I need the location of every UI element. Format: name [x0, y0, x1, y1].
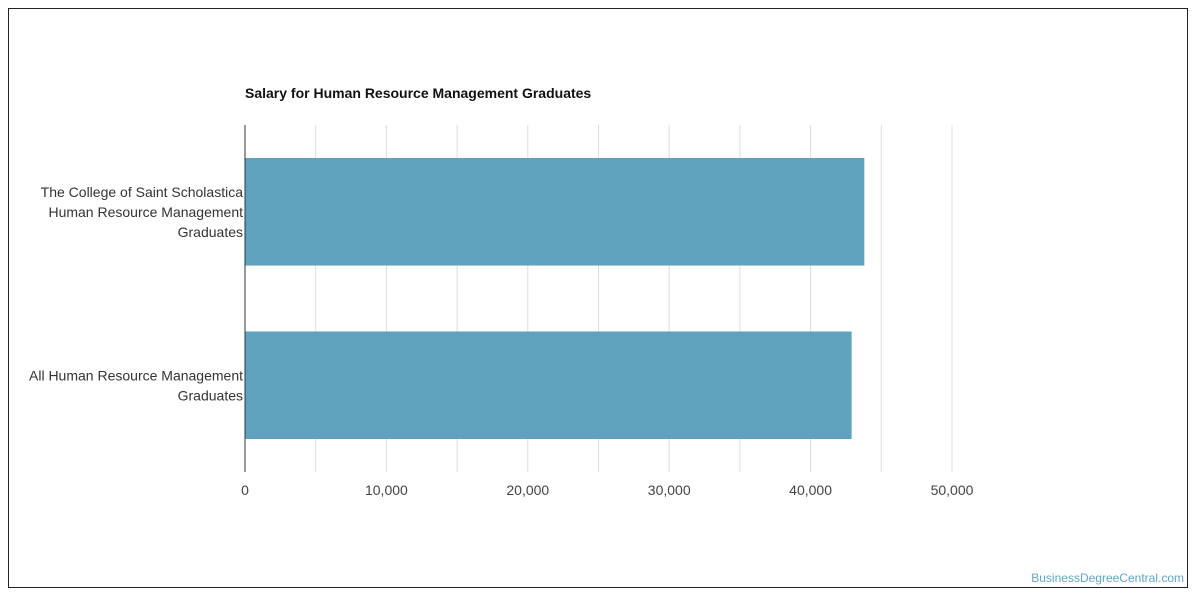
bar — [245, 157, 865, 266]
category-label-line: All Human Resource Management — [29, 367, 243, 383]
x-tick-label: 40,000 — [789, 482, 832, 498]
category-label-line: Graduates — [178, 387, 243, 403]
chart-title: Salary for Human Resource Management Gra… — [245, 85, 592, 101]
x-tick-label: 50,000 — [931, 482, 974, 498]
watermark: BusinessDegreeCentral.com — [1031, 571, 1184, 585]
x-tick-label: 30,000 — [648, 482, 691, 498]
x-tick-label: 20,000 — [506, 482, 549, 498]
x-tick-label: 0 — [241, 482, 249, 498]
x-tick-label: 10,000 — [365, 482, 408, 498]
category-label-line: The College of Saint Scholastica — [41, 184, 244, 200]
category-label: The College of Saint Scholastica Human Re… — [41, 184, 244, 240]
category-label-line: Graduates — [178, 224, 243, 240]
category-label: All Human Resource Management Graduates — [29, 367, 243, 403]
category-label-line: Human Resource Management — [48, 204, 243, 220]
bar — [245, 331, 852, 440]
